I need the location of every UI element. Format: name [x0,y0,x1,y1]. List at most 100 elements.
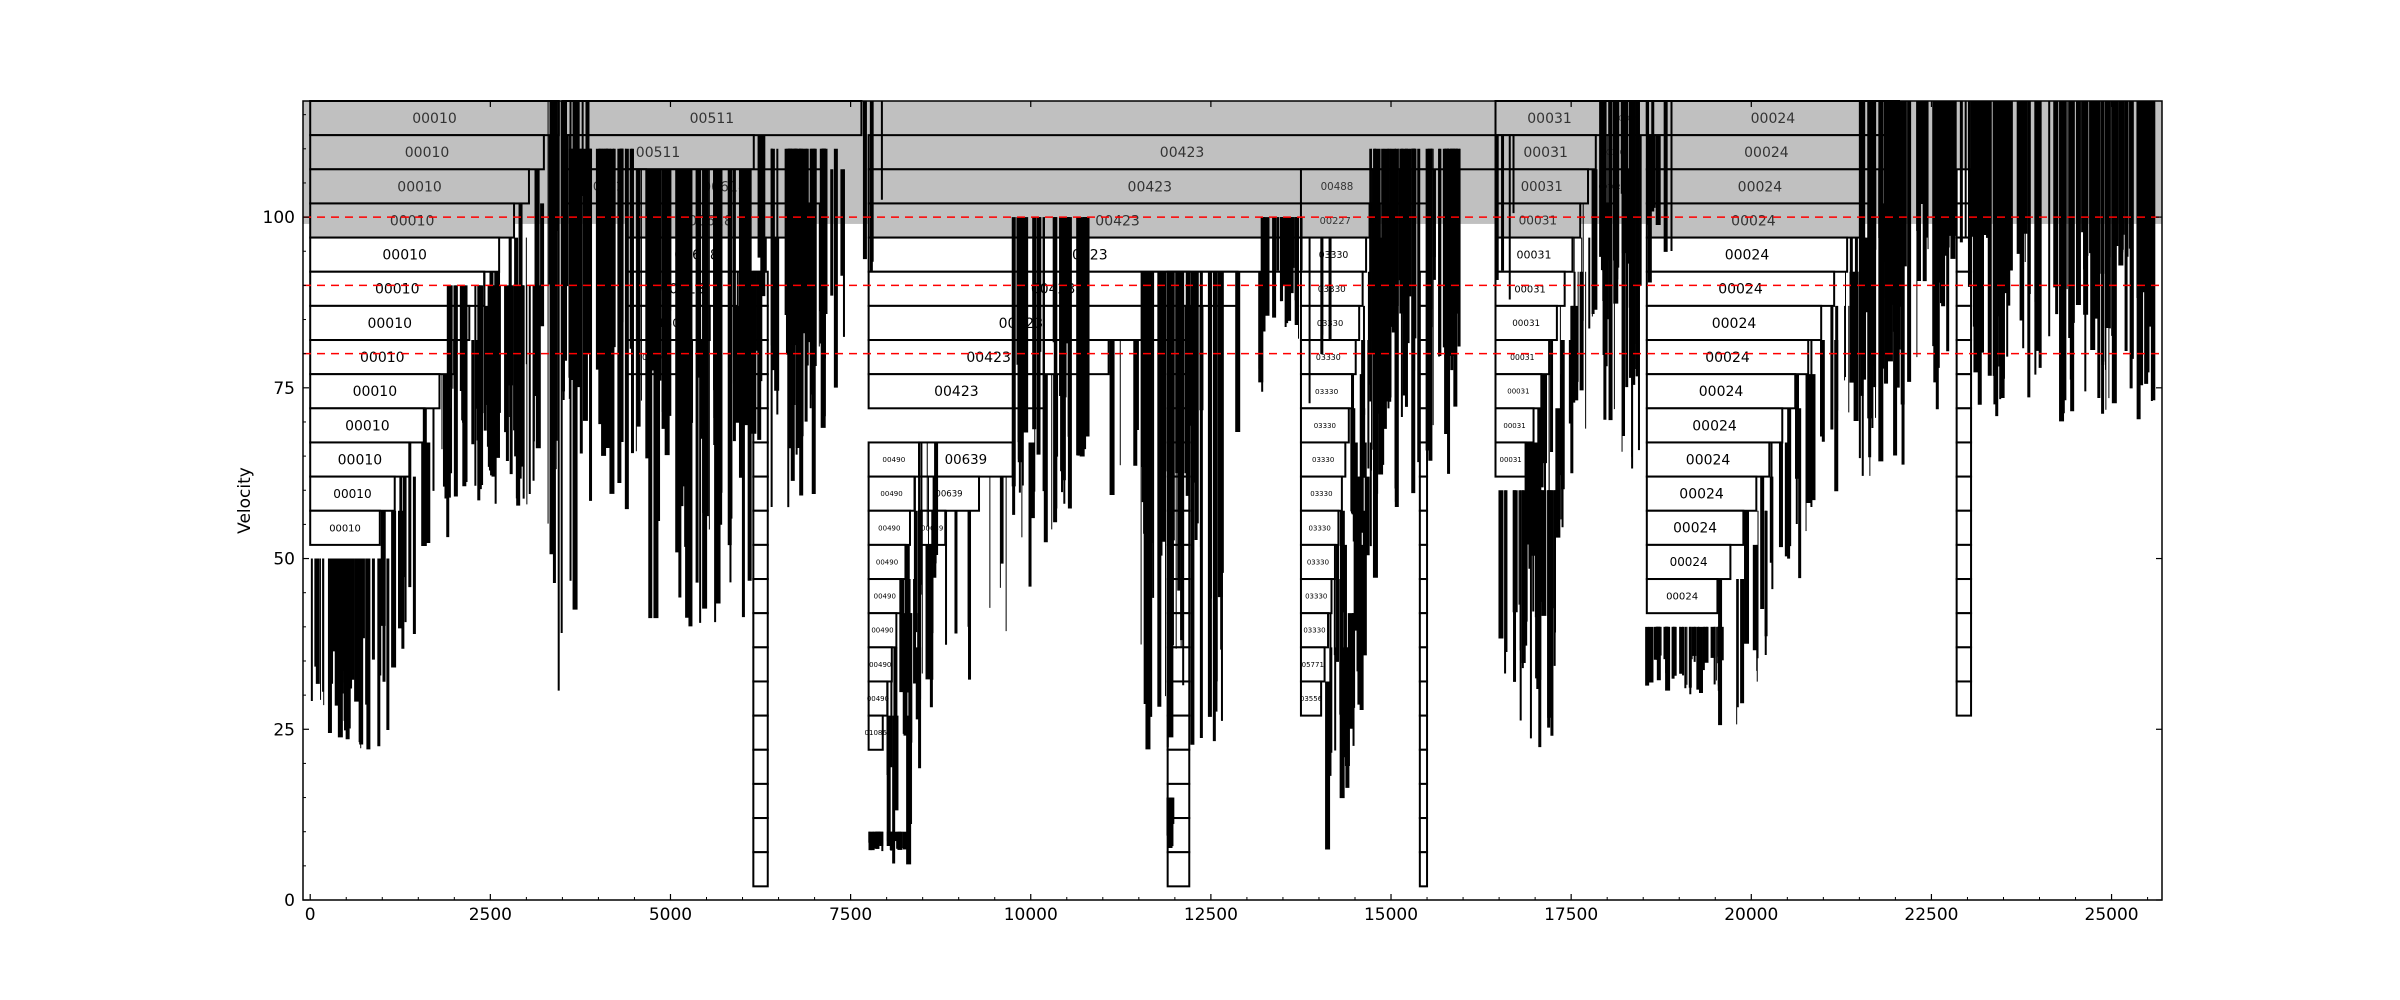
bar-box [752,748,769,785]
bar-label: 03556 [1300,695,1323,703]
bar-box [1645,339,1810,376]
plot-frame [302,100,2163,901]
bar-box [309,475,396,512]
bar-label: 00024 [1738,179,1783,195]
bar-label: 00511 [636,145,681,161]
bar-box [1955,680,1973,717]
bar-label: 00490 [878,524,900,532]
bar-label: 00010 [360,350,405,366]
bar-label: 00010 [338,452,383,468]
bar-label: 00490 [869,661,891,669]
bar-label: 00639 [945,453,988,468]
bar-box [1955,543,1973,581]
bar-label: 00031 [1503,422,1525,430]
bar-box [1299,475,1343,512]
bar-box [752,782,769,820]
bar-label: 00010 [412,111,457,127]
bar-box [1645,441,1771,478]
bar-box [309,304,471,342]
bar-label: 03330 [1318,285,1346,295]
bar-box [1955,304,1973,342]
bar-label: 00031 [1510,353,1534,362]
bar-box [1955,339,1973,376]
bar-box [752,817,769,854]
bar-label: 00423 [1160,145,1205,161]
bar-box [1955,509,1973,546]
bar-box [1418,509,1429,546]
bar-label: 00227 [1320,216,1351,227]
bar-box [1299,202,1371,239]
bar-label: 03330 [1307,558,1329,566]
bar-box [1418,475,1429,512]
bar-box [1418,817,1429,854]
bar-label: 00490 [874,593,896,601]
bar-box [309,134,545,171]
bar-box [1299,236,1368,273]
bar-label: 00024 [1673,521,1717,537]
bar-box [1645,304,1823,342]
x-tick-label: 0 [305,905,316,925]
bar-label: 00024 [1670,555,1708,569]
bar-box [1299,509,1340,546]
bar-label: 00024 [1718,282,1763,298]
bar-label: 00010 [333,487,371,501]
bar-box [1955,646,1973,683]
bar-label: 00010 [397,179,442,195]
bar-label: 00490 [871,627,893,635]
bar-box [309,202,516,239]
bar-box [752,441,769,478]
bar-box [867,714,884,751]
bar-label: 00031 [1499,456,1521,464]
bar-box [1955,475,1973,512]
bar-box [1955,373,1973,410]
bar-label: 00031 [1521,180,1563,195]
bar-label: 03330 [1310,490,1332,498]
bar-label: 00488 [1321,181,1354,193]
y-axis-label: Velocity [235,467,255,534]
bar-label: 00010 [382,248,427,264]
y-tick-label: 0 [284,891,295,911]
bar-box [1645,270,1836,307]
bar-box [1955,441,1973,478]
x-tick-label: 10000 [1004,905,1058,925]
bar-box [918,475,981,512]
bar-box [1418,543,1429,581]
reference-lines-layer [303,216,2162,355]
bar-box [309,236,501,273]
bar-label: 00024 [1705,350,1750,366]
bar-box [1418,851,1429,888]
bar-box [1494,373,1543,410]
bar-box [1418,578,1429,615]
bar-box [1494,270,1566,307]
bar-label: 00024 [1686,452,1731,468]
bar-box [309,441,411,478]
bar-label: 01086 [865,729,888,737]
bar-box [1418,646,1429,683]
bar-label: 00031 [1512,319,1540,329]
x-tick-label: 2500 [469,905,512,925]
bar-label: 00010 [375,282,420,298]
bar-label: 00490 [882,455,905,464]
bar-box [867,543,907,581]
bar-box [752,578,769,615]
bar-box [867,612,898,649]
bar-box [867,475,916,512]
bar-box [752,714,769,751]
bar-label: 03330 [1314,422,1336,430]
bar-box [1166,851,1191,888]
bar-box [752,509,769,546]
x-tick-label: 12500 [1184,905,1238,925]
bar-box [752,543,769,581]
bar-box [1955,612,1973,649]
bar-label: 00639 [935,490,962,500]
bar-label: 00031 [1507,388,1529,396]
bar-label: 00024 [1731,213,1776,229]
y-tick-label: 75 [273,379,295,399]
bar-box [1645,509,1745,546]
bar-label: 00010 [367,316,412,332]
bar-label: 00010 [345,418,390,434]
x-tick-label: 20000 [1724,905,1778,925]
bar-label: 00423 [1128,179,1173,195]
bar-box [752,851,769,888]
bar-box [1645,407,1784,444]
